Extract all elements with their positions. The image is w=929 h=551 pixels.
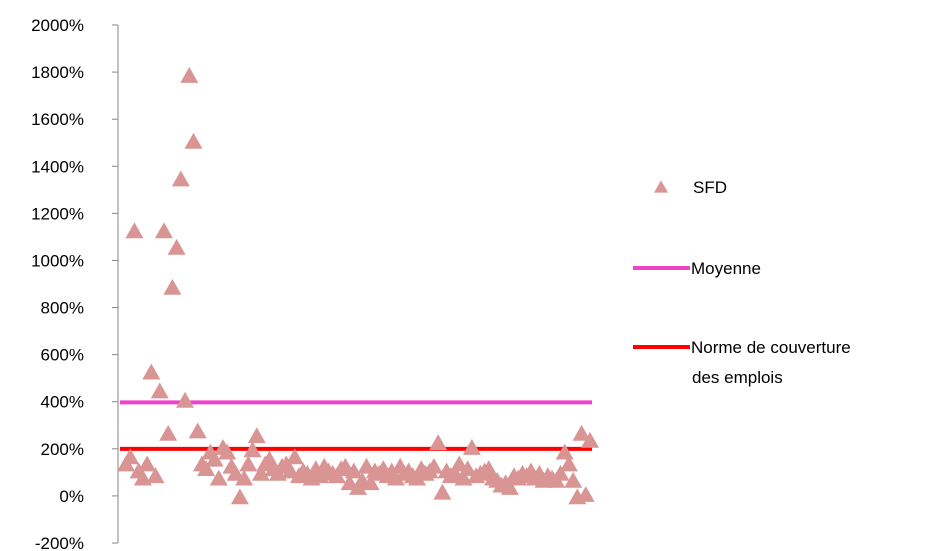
reference-lines [120,400,592,451]
sfd-point [424,457,443,474]
sfd-point [209,469,228,486]
sfd-point [311,467,330,484]
legend-moyenne-label: Moyenne [691,259,761,278]
sfd-point [150,382,169,399]
sfd-point [386,469,405,486]
sfd-point [180,66,199,83]
sfd-point [458,460,477,477]
sfd-point [218,443,237,460]
sfd-point [176,391,195,408]
sfd-point [230,488,249,505]
sfd-point [163,278,182,295]
sfd-point [125,222,144,239]
sfd-point [171,170,190,187]
sfd-point [138,455,157,472]
y-tick-label: -200% [35,534,84,551]
legend: SFD Moyenne Norme de couverture des emplois [633,178,851,387]
sfd-point [159,424,178,441]
y-tick-label: 1800% [31,63,84,82]
sfd-point [361,474,380,491]
y-axis: -200% 0% 200% 400% 600% 800% 1000% 1200% 1400% 16… [31,16,119,551]
y-tick-label: 0% [59,487,84,506]
sfd-point [167,238,186,255]
sfd-point [235,469,254,486]
sfd-point [154,222,173,239]
y-tick-label: 2000% [31,16,84,35]
sfd-point [572,424,591,441]
sfd-point [184,132,203,149]
sfd-point [344,462,363,479]
sfd-point [239,455,258,472]
y-tick-label: 1000% [31,251,84,270]
sfd-point [429,434,448,451]
legend-sfd-label: SFD [693,178,727,197]
y-tick-label: 800% [41,299,84,318]
sfd-point [188,422,207,439]
sfd-point [285,448,304,465]
sfd-point [251,464,270,481]
sfd-point [433,483,452,500]
sfd-point [205,450,224,467]
sfd-point [121,448,140,465]
y-tick-label: 600% [41,346,84,365]
y-tick-label: 400% [41,393,84,412]
sfd-point [551,464,570,481]
y-tick-label: 1600% [31,110,84,129]
legend-sfd-marker [654,180,668,193]
y-tick-label: 1400% [31,157,84,176]
sfd-point [555,443,574,460]
sfd-point [454,469,473,486]
y-tick-label: 200% [41,440,84,459]
legend-norme-label: des emplois [692,368,783,387]
sfd-point [576,486,595,502]
sfd-point [559,455,578,472]
sfd-point [133,469,152,486]
y-tick-label: 1200% [31,204,84,223]
sfd-points [117,66,599,505]
sfd-point [247,427,266,444]
sfd-point [408,469,427,486]
sfd-point [243,441,262,458]
sfd-point [197,460,216,477]
sfd-point [500,479,519,495]
sfd-point [581,431,599,448]
sfd-point [462,438,481,455]
sfd-point [142,363,161,380]
legend-norme-label: Norme de couverture [691,338,851,357]
sfd-point [564,471,583,488]
sfd-point [146,467,165,484]
